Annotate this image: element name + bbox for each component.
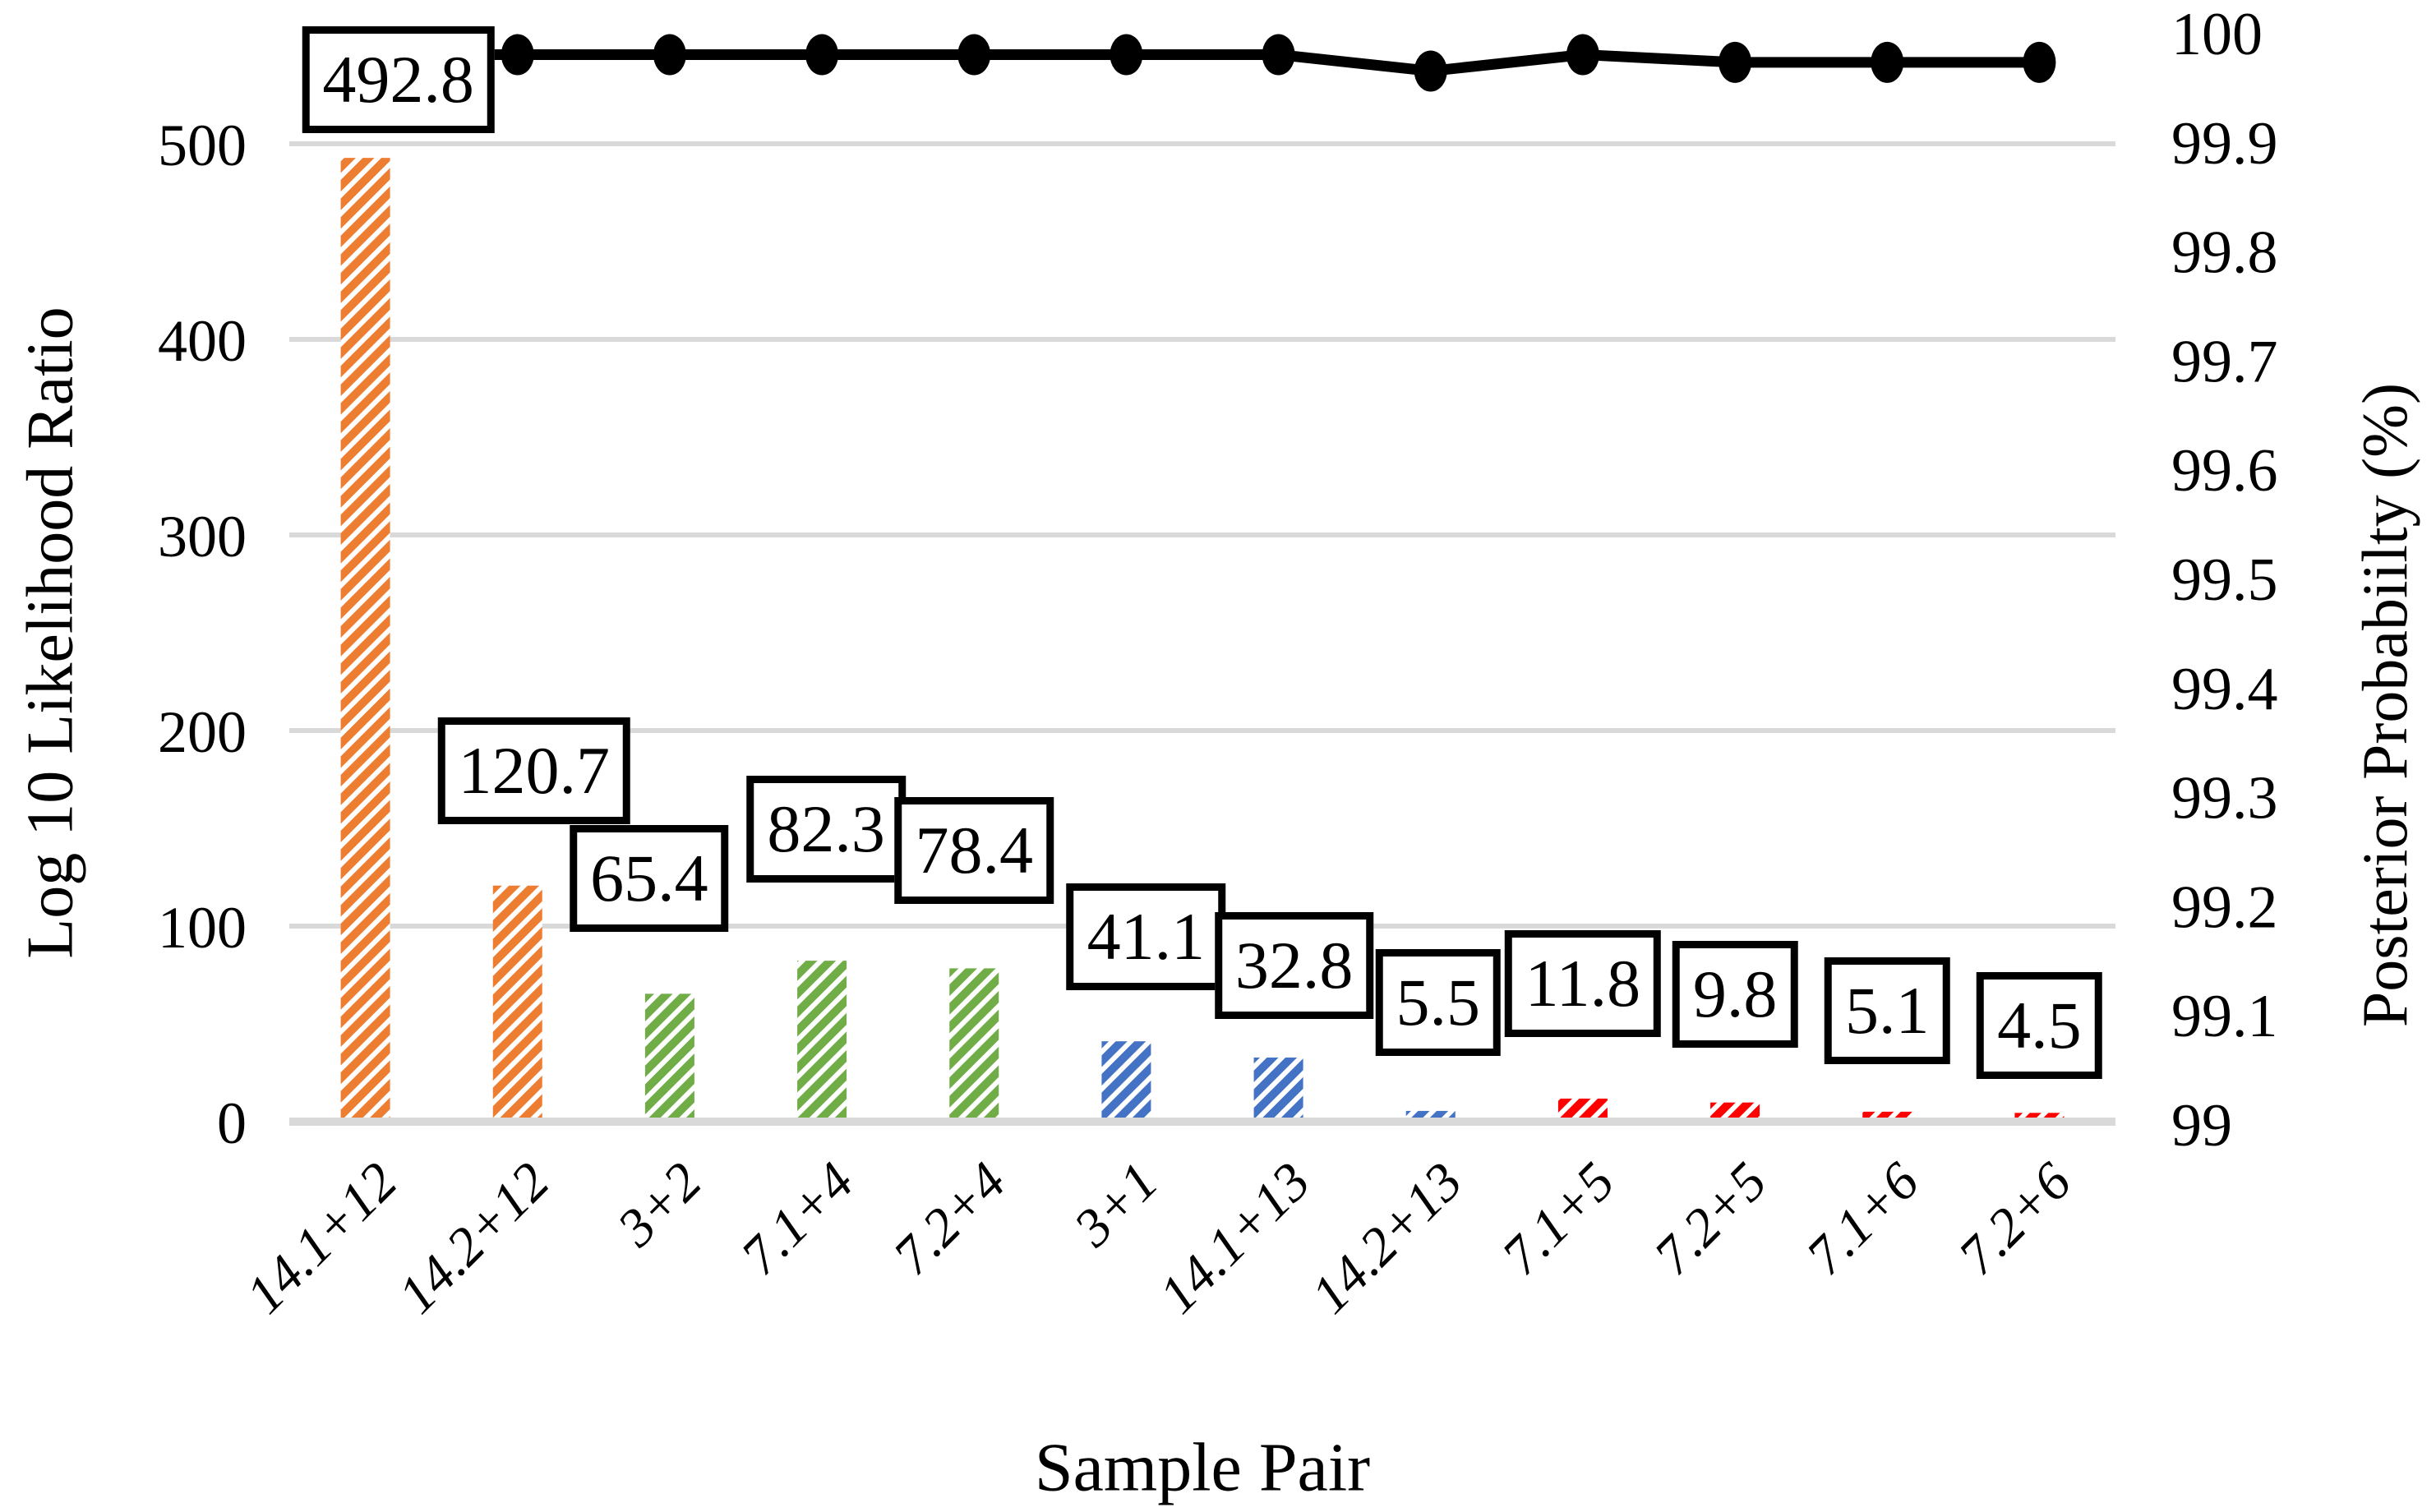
x-tick-label-14.2+13: 14.2+13 <box>1300 1151 1474 1325</box>
left-tick-label: 400 <box>158 308 247 374</box>
data-label-7.2+5: 9.8 <box>1672 940 1798 1048</box>
right-tick-label: 99.6 <box>2171 437 2278 505</box>
bar-7.1+5 <box>1557 1098 1608 1120</box>
x-tick-label-7.1+4: 7.1+4 <box>730 1151 865 1287</box>
line-marker-14.2+13 <box>1414 50 1447 92</box>
data-label-7.2+4: 78.4 <box>894 797 1054 905</box>
bar-14.2+13 <box>1405 1110 1456 1120</box>
x-tick-label-7.1+6: 7.1+6 <box>1795 1151 1931 1287</box>
x-tick-label-3+2: 3+2 <box>606 1151 713 1258</box>
x-tick-label-7.2+5: 7.2+5 <box>1643 1151 1779 1287</box>
data-label-14.1+13: 32.8 <box>1214 911 1374 1019</box>
bar-14.1+12 <box>340 158 390 1121</box>
line-marker-7.1+4 <box>805 34 839 76</box>
line-marker-3+1 <box>1110 34 1143 76</box>
x-tick-label-3+1: 3+1 <box>1063 1151 1170 1258</box>
x-axis-title: Sample Pair <box>1034 1429 1371 1506</box>
left-tick-label: 300 <box>158 504 247 569</box>
bar-7.2+5 <box>1710 1102 1760 1120</box>
data-label-7.2+6: 4.5 <box>1977 972 2102 1080</box>
x-tick-label-7.1+5: 7.1+5 <box>1491 1151 1626 1287</box>
x-tick-label-14.1+13: 14.1+13 <box>1148 1151 1322 1325</box>
x-tick-label-14.2+12: 14.2+12 <box>387 1151 561 1325</box>
data-label-14.2+13: 5.5 <box>1375 948 1501 1056</box>
x-tick-label-7.2+6: 7.2+6 <box>1947 1151 2083 1287</box>
data-label-7.1+5: 11.8 <box>1504 929 1662 1037</box>
right-tick-label: 99.2 <box>2171 874 2278 941</box>
bar-3+2 <box>644 993 694 1120</box>
data-label-7.1+4: 82.3 <box>746 776 906 883</box>
left-tick-label: 500 <box>158 113 247 178</box>
bar-7.2+4 <box>949 968 999 1120</box>
right-tick-label: 99.1 <box>2171 983 2278 1050</box>
bar-14.2+12 <box>492 885 542 1120</box>
data-label-3+1: 41.1 <box>1066 883 1226 991</box>
posterior-line <box>365 49 2040 77</box>
right-tick-label: 99.5 <box>2171 546 2278 614</box>
left-tick-label: 0 <box>217 1090 247 1156</box>
line-marker-7.2+6 <box>2023 41 2056 83</box>
bar-7.1+6 <box>1862 1111 1912 1120</box>
line-marker-7.2+4 <box>957 34 991 76</box>
right-tick-label: 99 <box>2171 1092 2232 1159</box>
left-tick-label: 100 <box>158 895 247 961</box>
bar-7.2+6 <box>2014 1113 2065 1120</box>
data-label-14.1+12: 492.8 <box>302 26 495 134</box>
data-label-14.2+12: 120.7 <box>437 717 630 824</box>
left-tick-label: 200 <box>158 699 247 765</box>
x-tick-label-14.1+12: 14.1+12 <box>235 1151 408 1325</box>
line-marker-7.1+5 <box>1566 34 1599 76</box>
x-tick-label-7.2+4: 7.2+4 <box>882 1151 1017 1287</box>
right-tick-label: 100 <box>2171 1 2263 68</box>
line-marker-14.1+13 <box>1262 34 1295 76</box>
bar-3+1 <box>1101 1041 1151 1120</box>
right-tick-label: 99.8 <box>2171 219 2278 287</box>
data-label-3+2: 65.4 <box>570 825 729 933</box>
right-tick-label: 99.7 <box>2171 328 2278 395</box>
right-axis-title: Posterior Probabiilty (%) <box>2349 382 2420 1028</box>
line-marker-7.1+6 <box>1871 41 1904 83</box>
right-tick-label: 99.4 <box>2171 656 2278 723</box>
line-marker-7.2+5 <box>1719 41 1752 83</box>
data-label-7.1+6: 5.1 <box>1825 957 1950 1064</box>
line-marker-3+2 <box>653 34 686 76</box>
right-tick-label: 99.3 <box>2171 765 2278 832</box>
left-axis-title: Log 10 Likelihood Ratio <box>14 307 87 959</box>
bar-14.1+13 <box>1253 1057 1303 1120</box>
bar-7.1+4 <box>797 961 847 1120</box>
line-marker-14.2+12 <box>501 34 534 76</box>
right-tick-label: 99.9 <box>2171 110 2278 177</box>
